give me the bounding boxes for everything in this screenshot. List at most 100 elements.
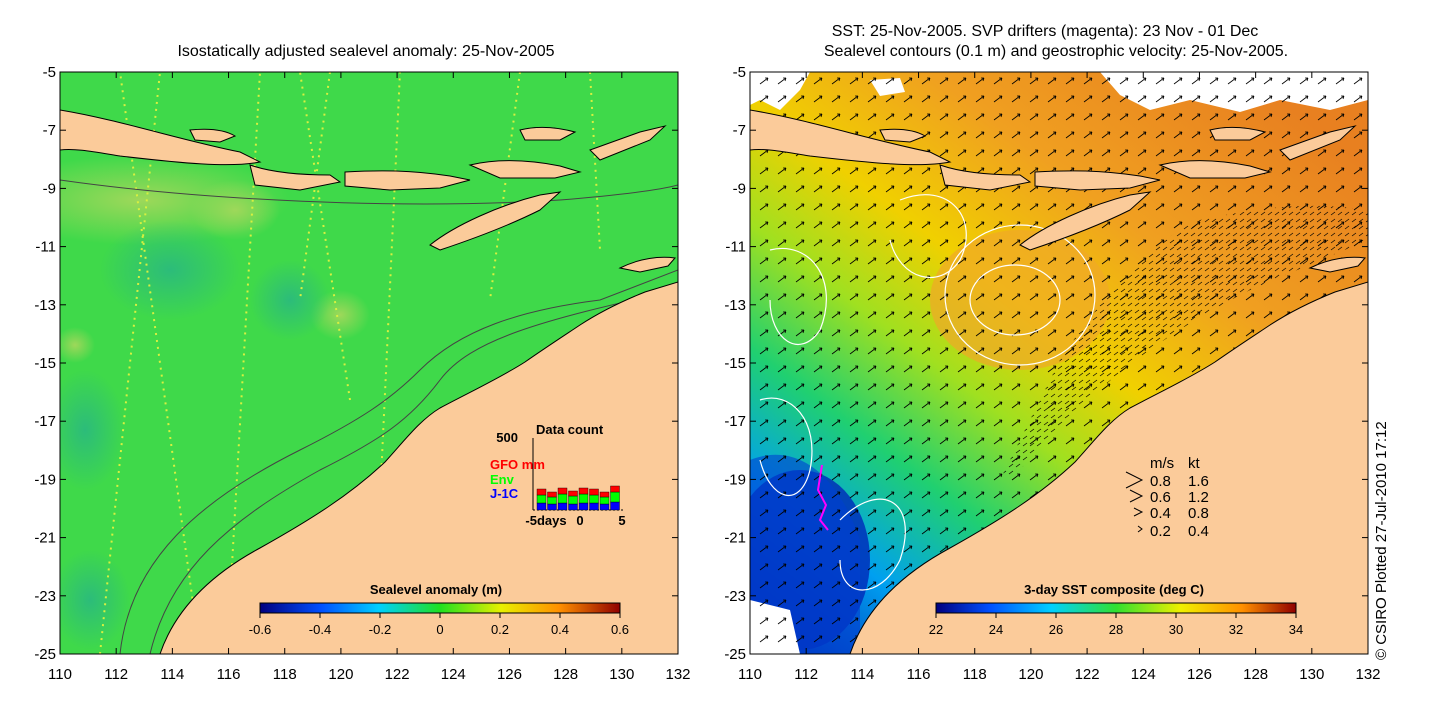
sla-high-region — [60, 327, 95, 363]
latitude-tick-label: -11 — [725, 239, 746, 256]
sst-colorbar-ticks: 22 24 26 28 30 32 34 — [929, 613, 1303, 637]
longitude-tick-label: 128 — [1243, 666, 1268, 683]
longitude-tick-label: 110 — [738, 666, 762, 683]
velocity-legend-ms: 0.6 — [1150, 489, 1171, 506]
longitude-tick-label: 130 — [609, 666, 634, 683]
data-count-bar-segment — [536, 494, 547, 504]
arrow-0.8 — [1125, 471, 1144, 489]
latitude-tick-label: -5 — [43, 64, 56, 81]
right-map — [750, 72, 1368, 654]
data-count-bar-segment — [568, 495, 578, 505]
bathymetry-contours — [60, 179, 678, 654]
sla-low-region — [60, 370, 125, 490]
sla-colorbar — [259, 602, 621, 614]
longitude-tick-label: 114 — [850, 666, 874, 683]
sla-low-region — [250, 260, 330, 340]
data-count-bar-segment — [589, 494, 599, 504]
longitude-tick-label: 116 — [907, 666, 931, 683]
arrow-0.4 — [1133, 507, 1144, 517]
data-count-ymax: 500 — [496, 430, 518, 445]
colorbar-tick-label: -0.4 — [309, 622, 331, 637]
latitude-tick-label: -23 — [34, 588, 56, 605]
data-count-bar-segment — [599, 503, 610, 511]
data-count-bar-segment — [557, 493, 568, 504]
data-count-bars — [536, 485, 620, 511]
colorbar-tick-label: 0.4 — [551, 622, 569, 637]
colorbar-tick-label: 22 — [929, 622, 943, 637]
latitude-tick-label: -21 — [724, 530, 746, 547]
longitude-tick-label: 120 — [328, 666, 353, 683]
longitude-tick-label: 120 — [1018, 666, 1043, 683]
data-count-bar-segment — [547, 496, 557, 505]
velocity-legend-ms: 0.8 — [1150, 473, 1171, 490]
longitude-tick-label: 110 — [48, 666, 72, 683]
colorbar-tick-label: 0.2 — [491, 622, 509, 637]
data-count-title: Data count — [536, 422, 604, 437]
longitude-tick-label: 126 — [497, 666, 522, 683]
colorbar-tick-label: 0.6 — [611, 622, 629, 637]
latitude-tick-label: -21 — [34, 530, 56, 547]
latitude-tick-label: -13 — [34, 297, 56, 314]
colorbar-tick-label: 30 — [1169, 622, 1183, 637]
sst-colorbar — [935, 602, 1297, 614]
indonesia-islands — [750, 109, 1366, 273]
colorbar-tick-label: 28 — [1109, 622, 1123, 637]
right-title-line2: Sealevel contours (0.1 m) and geostrophi… — [824, 43, 1288, 60]
data-count-bar-segment — [547, 503, 557, 511]
longitude-tick-label: 122 — [385, 666, 410, 683]
data-count-bar-segment — [557, 487, 568, 495]
latitude-tick-label: -25 — [34, 646, 56, 663]
longitude-tick-label: 128 — [553, 666, 578, 683]
data-count-bar-segment — [610, 485, 620, 493]
latitude-tick-label: -19 — [34, 471, 56, 488]
sla-colorbar-gradient — [259, 602, 621, 614]
longitude-tick-label: 112 — [794, 666, 818, 683]
colorbar-tick-label: 24 — [989, 622, 1003, 637]
latitude-tick-label: -13 — [724, 297, 746, 314]
data-count-x-label-mid: 0 — [576, 513, 583, 528]
velocity-legend-header-kt: kt — [1188, 455, 1201, 472]
dense-velocity-arrows — [1000, 205, 1368, 481]
svp-drifter-track — [816, 464, 829, 531]
data-count-bar-segment — [568, 503, 578, 511]
data-count-bar-segment — [610, 491, 620, 503]
data-count-bar-segment — [557, 502, 568, 511]
latitude-tick-label: -17 — [34, 413, 56, 430]
velocity-legend-kt: 0.4 — [1188, 523, 1209, 540]
data-count-bar-segment — [578, 493, 589, 504]
colorbar-tick-label: 34 — [1289, 622, 1303, 637]
sla-colorbar-label: Sealevel anomaly (m) — [370, 582, 502, 597]
data-count-bar-segment — [578, 487, 589, 495]
velocity-legend-ms: 0.4 — [1150, 505, 1171, 522]
data-count-bar-segment — [599, 496, 610, 505]
data-count-x-label-end: 5 — [618, 513, 625, 528]
longitude-tick-label: 116 — [217, 666, 241, 683]
data-count-inset — [532, 438, 623, 511]
latitude-tick-label: -15 — [34, 355, 56, 372]
data-count-bar-segment — [610, 501, 620, 511]
colorbar-tick-label: 26 — [1049, 622, 1063, 637]
axis-tick-marks — [59, 71, 1369, 655]
sst-colorbar-label: 3-day SST composite (deg C) — [1024, 582, 1204, 597]
velocity-legend-kt: 1.6 — [1188, 473, 1209, 490]
longitude-tick-label: 114 — [160, 666, 184, 683]
sla-low-region — [60, 550, 130, 650]
csiro-credit: © CSIRO Plotted 27-Jul-2010 17:12 — [1373, 421, 1390, 660]
latitude-tick-label: -9 — [43, 180, 56, 197]
data-count-bar-segment — [589, 502, 599, 511]
latitude-tick-label: -5 — [733, 64, 746, 81]
latitude-tick-label: -25 — [724, 646, 746, 663]
colorbar-tick-label: -0.6 — [249, 622, 271, 637]
australia-land — [849, 281, 1368, 654]
velocity-legend-kt: 1.2 — [1188, 489, 1209, 506]
longitude-tick-label: 118 — [963, 666, 987, 683]
right-title-line1: SST: 25-Nov-2005. SVP drifters (magenta)… — [832, 23, 1259, 40]
indonesia-islands — [60, 109, 676, 273]
australia-land — [159, 281, 678, 654]
longitude-tick-label: 122 — [1075, 666, 1100, 683]
data-count-bar-segment — [547, 491, 557, 498]
sealevel-contours — [759, 194, 1096, 591]
axis-tick-labels: -5 -7 -9 -11 -13 -15 -17 -19 -21 -23 -25 110 112 114 1… — [34, 64, 1380, 683]
longitude-tick-label: 124 — [441, 666, 466, 683]
